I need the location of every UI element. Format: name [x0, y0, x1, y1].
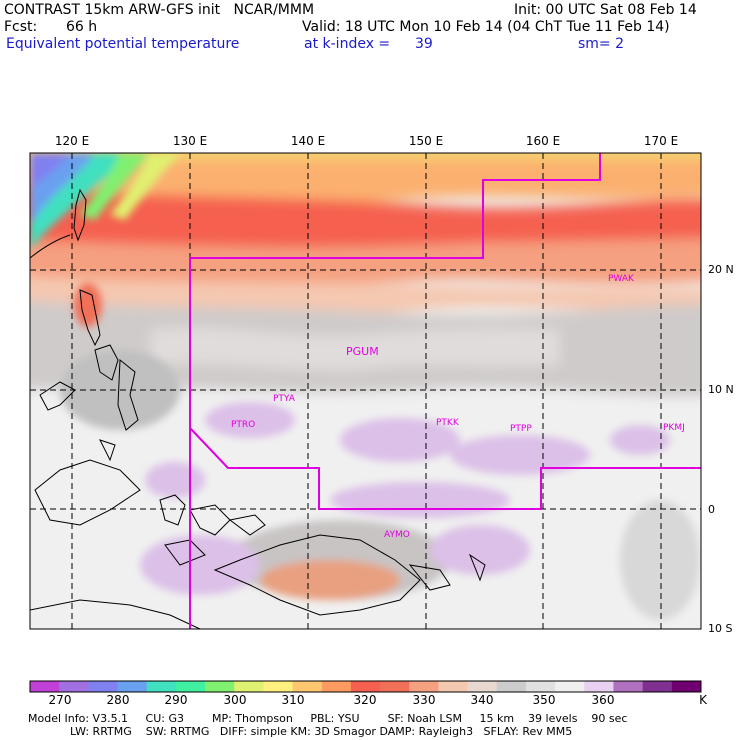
colorbar-swatch: [263, 681, 294, 692]
smoothing-label: sm= 2: [578, 36, 625, 52]
station-pwak: PWAK: [608, 274, 635, 284]
lon-label-150e: 150 E: [408, 134, 444, 148]
station-ptkk: PTKK: [436, 418, 460, 428]
colorbar-frame: [29, 680, 702, 693]
coastlines: [30, 188, 486, 629]
chart-title: CONTRAST 15km ARW-GFS init NCAR/MMM: [4, 2, 315, 18]
lon-label-120e: 120 E: [54, 134, 90, 148]
station-ptya: PTYA: [273, 394, 296, 404]
colorbar-swatch: [30, 681, 60, 692]
colorbar-label-300: 300: [223, 693, 247, 707]
colorbar-swatch: [409, 681, 439, 692]
colorbar-swatch: [146, 681, 177, 692]
colorbar: [30, 681, 702, 692]
subdomain-boundary: [189, 153, 601, 629]
lon-label-160e: 160 E: [525, 134, 561, 148]
colorbar-swatch: [350, 681, 381, 692]
colorbar-swatch: [380, 681, 410, 692]
colorbar-swatch: [175, 681, 206, 692]
theta-e-field: [30, 153, 701, 629]
colorbar-label-310: 310: [281, 693, 305, 707]
colorbar-swatch: [438, 681, 469, 692]
colorbar-label-340: 340: [470, 693, 494, 707]
colorbar-swatch: [234, 681, 264, 692]
colorbar-swatch: [671, 681, 702, 692]
lat-label-20n: 20 N: [708, 263, 734, 276]
lat-label-10n: 10 N: [708, 383, 734, 396]
valid-time: Valid: 18 UTC Mon 10 Feb 14 (04 ChT Tue …: [302, 19, 670, 35]
level-label: at k-index =: [304, 36, 391, 52]
station-ptro: PTRO: [231, 420, 255, 430]
colorbar-swatch: [205, 681, 235, 692]
station-pkmj: PKMJ: [663, 423, 685, 433]
colorbar-label-270: 270: [48, 693, 72, 707]
forecast-hour: 66 h: [66, 19, 98, 35]
model-info-line1: Model Info: V3.5.1 CU: G3 MP: Thompson P…: [28, 712, 628, 725]
map-frame: [29, 152, 702, 630]
colorbar-swatch: [467, 681, 498, 692]
colorbar-swatch: [321, 681, 352, 692]
lat-label-equator: 0: [708, 503, 715, 516]
colorbar-swatch: [117, 681, 148, 692]
lat-label-10s: 10 S: [708, 622, 733, 635]
lon-label-130e: 130 E: [172, 134, 208, 148]
colorbar-label-280: 280: [106, 693, 130, 707]
colorbar-swatch: [525, 681, 556, 692]
station-ptpp: PTPP: [510, 424, 532, 434]
lon-label-140e: 140 E: [290, 134, 326, 148]
colorbar-swatch: [292, 681, 323, 692]
forecast-label: Fcst:: [4, 19, 38, 35]
colorbar-swatch: [642, 681, 673, 692]
station-aymo: AYMO: [384, 530, 410, 540]
colorbar-label-320: 320: [353, 693, 377, 707]
colorbar-label-360: 360: [591, 693, 615, 707]
colorbar-swatch: [496, 681, 527, 692]
colorbar-label-330: 330: [412, 693, 436, 707]
colorbar-label-350: 350: [532, 693, 556, 707]
colorbar-swatch: [59, 681, 89, 692]
field-name: Equivalent potential temperature: [6, 36, 240, 52]
lon-label-170e: 170 E: [643, 134, 679, 148]
level-value: 39: [415, 36, 433, 52]
colorbar-unit: K: [699, 693, 707, 707]
colorbar-swatch: [613, 681, 644, 692]
colorbar-swatch: [555, 681, 585, 692]
colorbar-swatch: [88, 681, 119, 692]
subdomain-boundary-south: [189, 427, 701, 510]
init-time: Init: 00 UTC Sat 08 Feb 14: [514, 2, 697, 18]
colorbar-label-290: 290: [164, 693, 188, 707]
model-info-line2: LW: RRTMG SW: RRTMG DIFF: simple KM: 3D …: [70, 725, 573, 738]
station-pgum: PGUM: [346, 345, 379, 358]
colorbar-swatch: [584, 681, 614, 692]
